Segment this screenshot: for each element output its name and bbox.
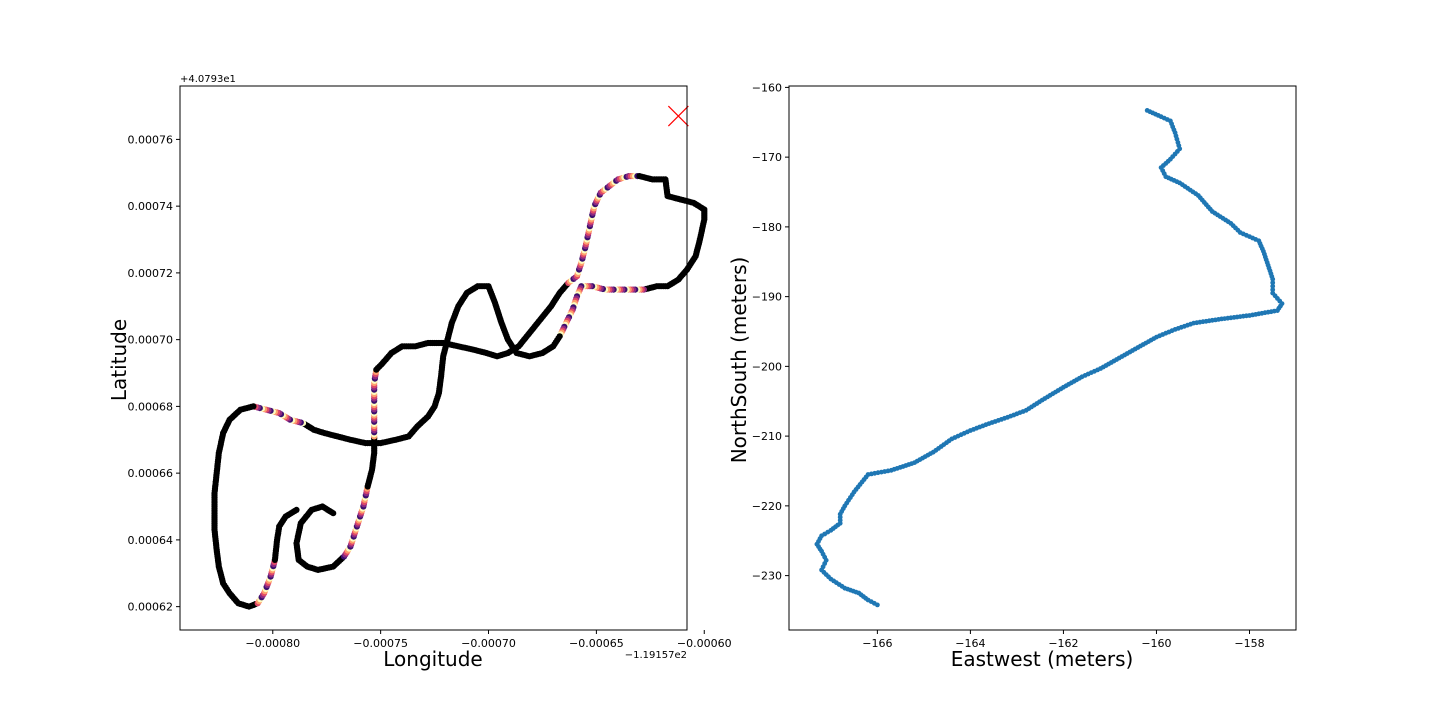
metric-x-ticks: −166 −164 −162 −160 −158 — [862, 630, 1265, 650]
y-tick-label: −210 — [752, 430, 782, 443]
gps-y-axis-label: Latitude — [107, 319, 131, 401]
y-tick-label: 0.00064 — [128, 534, 174, 547]
y-tick-label: 0.00070 — [128, 334, 174, 347]
x-tick-label: −162 — [1048, 637, 1078, 650]
metric-y-ticks: −160 −170 −180 −190 −200 −210 −220 −230 — [752, 81, 789, 583]
gps-track-marks — [211, 105, 708, 610]
x-tick-label: −158 — [1234, 637, 1264, 650]
gps-plot-frame — [179, 85, 688, 631]
metric-track-marks — [814, 108, 1285, 608]
metric-y-axis-label: NorthSouth (meters) — [727, 257, 751, 464]
gps-x-ticks: −0.00080 −0.00075 −0.00070 −0.00065 −0.00060 — [245, 630, 732, 650]
data-point — [1270, 283, 1276, 289]
y-tick-label: −200 — [752, 360, 782, 373]
x-tick-label: −0.00070 — [461, 637, 516, 650]
x-tick-label: −0.00080 — [245, 637, 300, 650]
data-point — [1270, 280, 1276, 286]
data-point — [293, 506, 300, 513]
x-tick-label: −0.00075 — [353, 637, 408, 650]
y-tick-label: −190 — [752, 291, 782, 304]
y-tick-label: 0.00062 — [128, 601, 174, 614]
y-tick-label: 0.00072 — [128, 267, 174, 280]
y-tick-label: −220 — [752, 500, 782, 513]
y-tick-label: −230 — [752, 570, 782, 583]
gps-y-ticks: 0.00062 0.00064 0.00066 0.00068 0.00070 0.000… — [128, 133, 180, 614]
data-point — [1270, 287, 1276, 293]
metric-plot-frame — [788, 85, 1297, 631]
x-tick-label: −164 — [955, 637, 985, 650]
y-tick-label: −170 — [752, 151, 782, 164]
x-tick-label: −0.00065 — [569, 637, 624, 650]
y-tick-label: 0.00066 — [128, 467, 174, 480]
y-tick-label: 0.00074 — [128, 200, 174, 213]
y-tick-label: −160 — [752, 81, 782, 94]
gps-x-offset-label: −1.19157e2 — [625, 650, 687, 661]
x-tick-label: −166 — [862, 637, 892, 650]
data-point — [875, 602, 880, 608]
gps-x-axis-label: Longitude — [383, 647, 482, 671]
x-tick-label: −0.00060 — [677, 637, 732, 650]
data-point — [1270, 276, 1276, 282]
gps-track-chart: −0.00080 −0.00075 −0.00070 −0.00065 −0.00060… — [107, 74, 732, 671]
x-tick-label: −160 — [1141, 637, 1171, 650]
metric-x-axis-label: Eastwest (meters) — [951, 647, 1134, 671]
y-tick-label: 0.00068 — [128, 400, 174, 413]
y-tick-label: −180 — [752, 221, 782, 234]
metric-track-chart: −166 −164 −162 −160 −158 −160 −170 −180 −190 −20… — [727, 81, 1297, 671]
destination-marker-stroke — [667, 105, 689, 127]
y-tick-label: 0.00076 — [128, 133, 174, 146]
destination-marker — [667, 105, 689, 127]
gps-y-offset-label: +4.0793e1 — [180, 74, 236, 85]
